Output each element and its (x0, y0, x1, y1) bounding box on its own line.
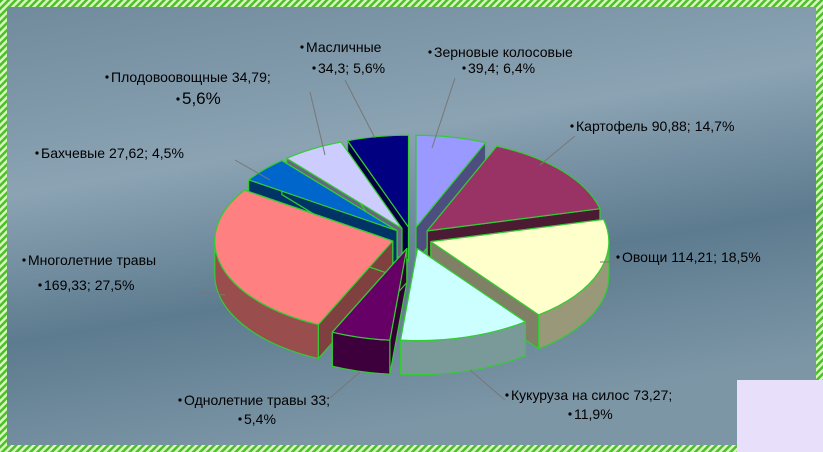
bullet (38, 283, 42, 287)
data-label-part: Овощи (622, 249, 667, 265)
data-label: Однолетние травы 33; (184, 392, 330, 408)
data-label-part: 73,27; (633, 387, 672, 403)
data-label: 169,33; 27,5% (44, 277, 134, 293)
bullet (105, 75, 109, 79)
data-label-part: 5,6% (182, 89, 221, 108)
slice-top (286, 141, 403, 230)
data-label: Масличные (306, 39, 382, 55)
leader-line (469, 369, 506, 401)
leader-line (539, 135, 576, 166)
bullet (462, 66, 466, 70)
slice-top (426, 145, 601, 232)
data-label: Многолетние травы (28, 252, 156, 268)
leader-line (329, 371, 361, 399)
leader-line (344, 79, 376, 139)
data-label-part: 169,33; (44, 277, 91, 293)
bullet (35, 151, 39, 155)
slice-top (214, 189, 394, 326)
data-label-part: Однолетние травы (184, 392, 307, 408)
corner-box (737, 380, 823, 452)
slice (399, 247, 526, 376)
data-label-part: 5,4% (244, 411, 276, 427)
data-label-part: 39,4; (468, 60, 499, 76)
data-label-part: Кукуруза на силос (511, 387, 629, 403)
bullet (22, 258, 26, 262)
data-label: 34,3; 5,6% (318, 60, 385, 76)
data-label: Картофель 90,88; 14,7% (576, 118, 734, 134)
bullet (616, 255, 620, 259)
slice (331, 248, 408, 375)
slice-top (415, 134, 487, 228)
data-label-part: Бахчевые (41, 145, 105, 161)
data-label: Бахчевые 27,62; 4,5% (41, 145, 184, 161)
data-label-part: 11,9% (574, 406, 613, 422)
data-label: Кукуруза на силос 73,27; (511, 387, 672, 403)
data-label-part: 34,3; (318, 60, 349, 76)
data-label-part: 6,4% (503, 60, 535, 76)
slice-top (248, 159, 398, 232)
leader-line (431, 77, 456, 149)
data-label-part: Масличные (306, 39, 382, 55)
data-label: 5,6% (182, 89, 221, 108)
data-label-part: 34,79; (232, 69, 271, 85)
data-label-part: 90,88; (652, 118, 691, 134)
bullet (570, 124, 574, 128)
data-label-part: 114,21; (671, 249, 717, 265)
bullet (312, 66, 316, 70)
slice-top (331, 248, 408, 341)
data-label-part: 5,6% (353, 60, 385, 76)
leader-line (234, 159, 271, 181)
data-label: Овощи 114,21; 18,5% (622, 249, 761, 265)
data-label: 11,9% (574, 406, 613, 422)
data-label: Зерновые колосовые (434, 44, 573, 60)
bullet (505, 393, 509, 397)
data-label-part: Плодовоовощные (111, 69, 228, 85)
bullet (428, 50, 432, 54)
leader-line (199, 291, 226, 296)
data-label-part: 33; (311, 392, 330, 408)
pie (214, 134, 610, 376)
data-label-part: Многолетние травы (28, 252, 156, 268)
bullet (176, 97, 180, 101)
bullet (300, 45, 304, 49)
data-label-part: Картофель (576, 118, 648, 134)
leader-line (309, 91, 326, 156)
bullet (178, 398, 182, 402)
data-label: 5,4% (244, 411, 276, 427)
slice-top (346, 134, 410, 228)
data-label: 39,4; 6,4% (468, 60, 535, 76)
data-label-part: 4,5% (152, 145, 184, 161)
slice-top (430, 218, 610, 316)
bullet (568, 412, 572, 416)
data-label-part: 27,5% (95, 277, 135, 293)
data-label-part: 18,5% (721, 249, 761, 265)
data-label-part: 27,62; (109, 145, 148, 161)
bullet (238, 417, 242, 421)
data-label-part: 14,7% (695, 118, 735, 134)
data-label: Плодовоовощные 34,79; (111, 69, 271, 85)
slice-top (399, 247, 526, 342)
data-label-part: Зерновые колосовые (434, 44, 573, 60)
